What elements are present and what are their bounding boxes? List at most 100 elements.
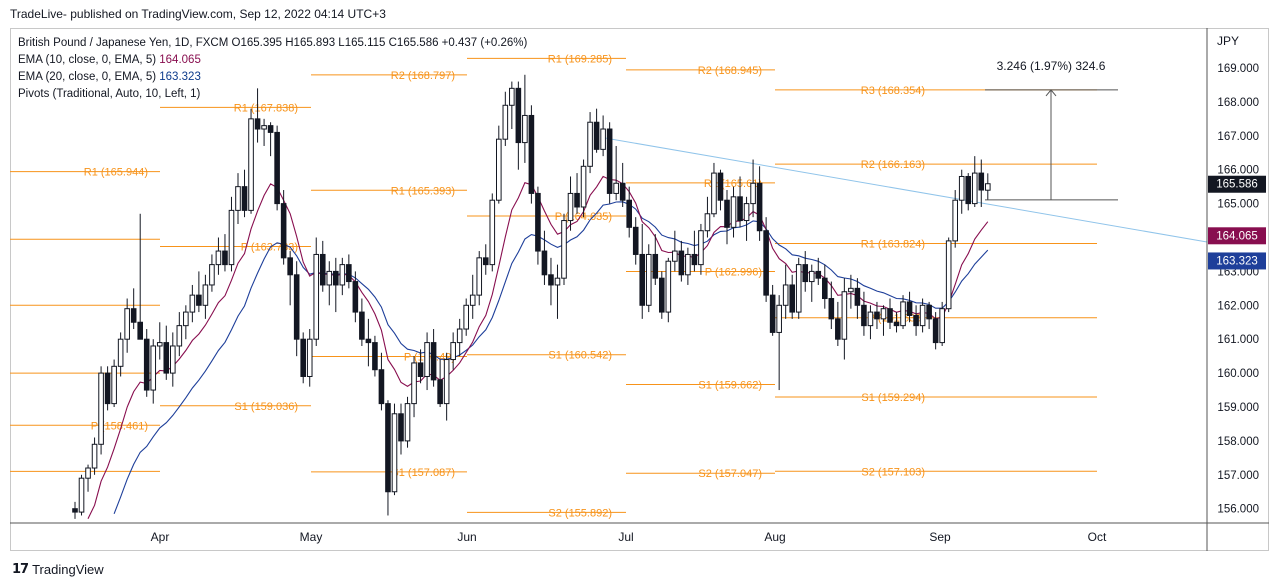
legend-ema20-row[interactable]: EMA (20, close, 0, EMA, 5) 163.323 [18, 69, 527, 86]
candle-body [117, 338, 124, 367]
candle-body [535, 192, 541, 252]
candle-body [306, 338, 313, 377]
candle-body [802, 264, 809, 283]
candle-body [678, 250, 685, 276]
legend-ema20-label: EMA (20, close, 0, EMA, 5) [18, 71, 157, 83]
pivot-labels: R1 (165.944) P (158.461) R1 (167.838) P (16… [84, 53, 925, 519]
candle-body [795, 264, 802, 313]
candle-body [580, 165, 587, 208]
candle-body [215, 250, 222, 266]
footer-brand-text: TradingView [32, 561, 104, 577]
candle-body [971, 172, 978, 205]
trendline-layer [604, 137, 1208, 243]
candle-body [619, 182, 626, 201]
pivot-label: R1 (165.393) [391, 185, 455, 197]
candle-body [352, 281, 359, 313]
y-tick-label: 165.000 [1217, 199, 1259, 211]
candle-body [156, 342, 163, 347]
ema20-badge-bg [1208, 252, 1266, 270]
candle-body [267, 125, 274, 133]
candle-body [437, 379, 443, 405]
candle-body [861, 304, 867, 327]
candle-body [170, 345, 176, 374]
pivot-label: P (162.996) [705, 267, 762, 279]
x-tick-label: May [300, 530, 323, 544]
candle-body [652, 253, 659, 279]
footer-brand[interactable]: 𝟭𝟳 TradingView [12, 561, 104, 577]
candle-body [985, 183, 991, 191]
y-tick-label: 159.000 [1217, 402, 1259, 414]
candle-body [808, 270, 815, 283]
tradingview-logo-icon: 𝟭𝟳 [12, 561, 29, 576]
candle-body [724, 199, 730, 228]
candle-body [952, 199, 959, 242]
candle-body [639, 253, 646, 306]
candle-body [932, 318, 939, 344]
candle-body [750, 182, 756, 205]
pivot-label: S1 (159.294) [861, 392, 925, 404]
x-tick-label: Apr [151, 530, 170, 544]
legend-symbol-row[interactable]: British Pound / Japanese Yen, 1D, FXCM O… [18, 35, 527, 52]
candle-body [509, 87, 515, 106]
candle-body [124, 308, 130, 340]
legend-ema10-row[interactable]: EMA (10, close, 0, EMA, 5) 164.065 [18, 52, 527, 69]
candle-body [183, 311, 189, 327]
candle-body [763, 230, 769, 296]
candle-body [98, 372, 104, 445]
candle-body [887, 308, 893, 323]
candle-body [978, 172, 985, 191]
candle-body [111, 365, 117, 405]
x-tick-label: Jul [618, 530, 633, 544]
candle-body [91, 443, 98, 469]
candle-body [548, 274, 554, 286]
pivot-label: S2 (155.892) [548, 507, 612, 519]
candle-body [85, 467, 91, 479]
y-axis-currency: JPY [1217, 34, 1239, 48]
candle-body [854, 287, 861, 306]
candle-body [645, 253, 652, 306]
ema10-badge-text: 164.065 [1216, 230, 1258, 242]
candle-body [339, 264, 346, 286]
candle-body [822, 277, 828, 300]
y-tick-label: 160.000 [1217, 368, 1259, 380]
candle-body [730, 196, 737, 228]
candle-body [776, 304, 782, 333]
candle-body [828, 298, 835, 320]
candle-body [626, 199, 633, 228]
candle-body [372, 342, 378, 371]
candle-body [567, 192, 574, 222]
publish-header: TradeLive- published on TradingView.com,… [10, 7, 386, 21]
candle-body [502, 104, 509, 140]
last-price-badge-bg [1208, 175, 1266, 193]
candle-body [163, 342, 170, 374]
candle-body [391, 413, 398, 493]
candle-body [430, 342, 437, 381]
candle-body [72, 508, 78, 513]
candle-body [965, 175, 972, 205]
y-tick-label: 158.000 [1217, 436, 1259, 448]
legend-ema20-value: 163.323 [159, 71, 201, 83]
candle-body [196, 294, 202, 306]
candle-body [613, 182, 619, 194]
candle-body [476, 257, 483, 296]
candle-body [789, 284, 796, 313]
candle-body [450, 342, 456, 361]
candle-body [717, 172, 724, 201]
candle-body [333, 270, 339, 286]
candle-body [554, 277, 561, 286]
y-tick-label: 167.000 [1217, 131, 1259, 143]
legend-pivots-row[interactable]: Pivots (Traditional, Auto, 10, Left, 1) [18, 86, 527, 103]
pivot-label: S1 (157.087) [391, 467, 455, 479]
candle-body [893, 321, 900, 327]
pivot-label: R1 (169.285) [548, 53, 612, 65]
last-price-badge-text: 165.586 [1216, 179, 1258, 191]
candle-body [848, 287, 854, 293]
candle-body [711, 172, 717, 215]
candle-body [248, 118, 254, 211]
pivot-lines [10, 57, 1097, 513]
candle-body [496, 138, 502, 201]
candle-body [398, 413, 404, 442]
pivot-label: R3 (168.354) [861, 85, 925, 97]
legend-ema10-value: 164.065 [159, 54, 201, 66]
